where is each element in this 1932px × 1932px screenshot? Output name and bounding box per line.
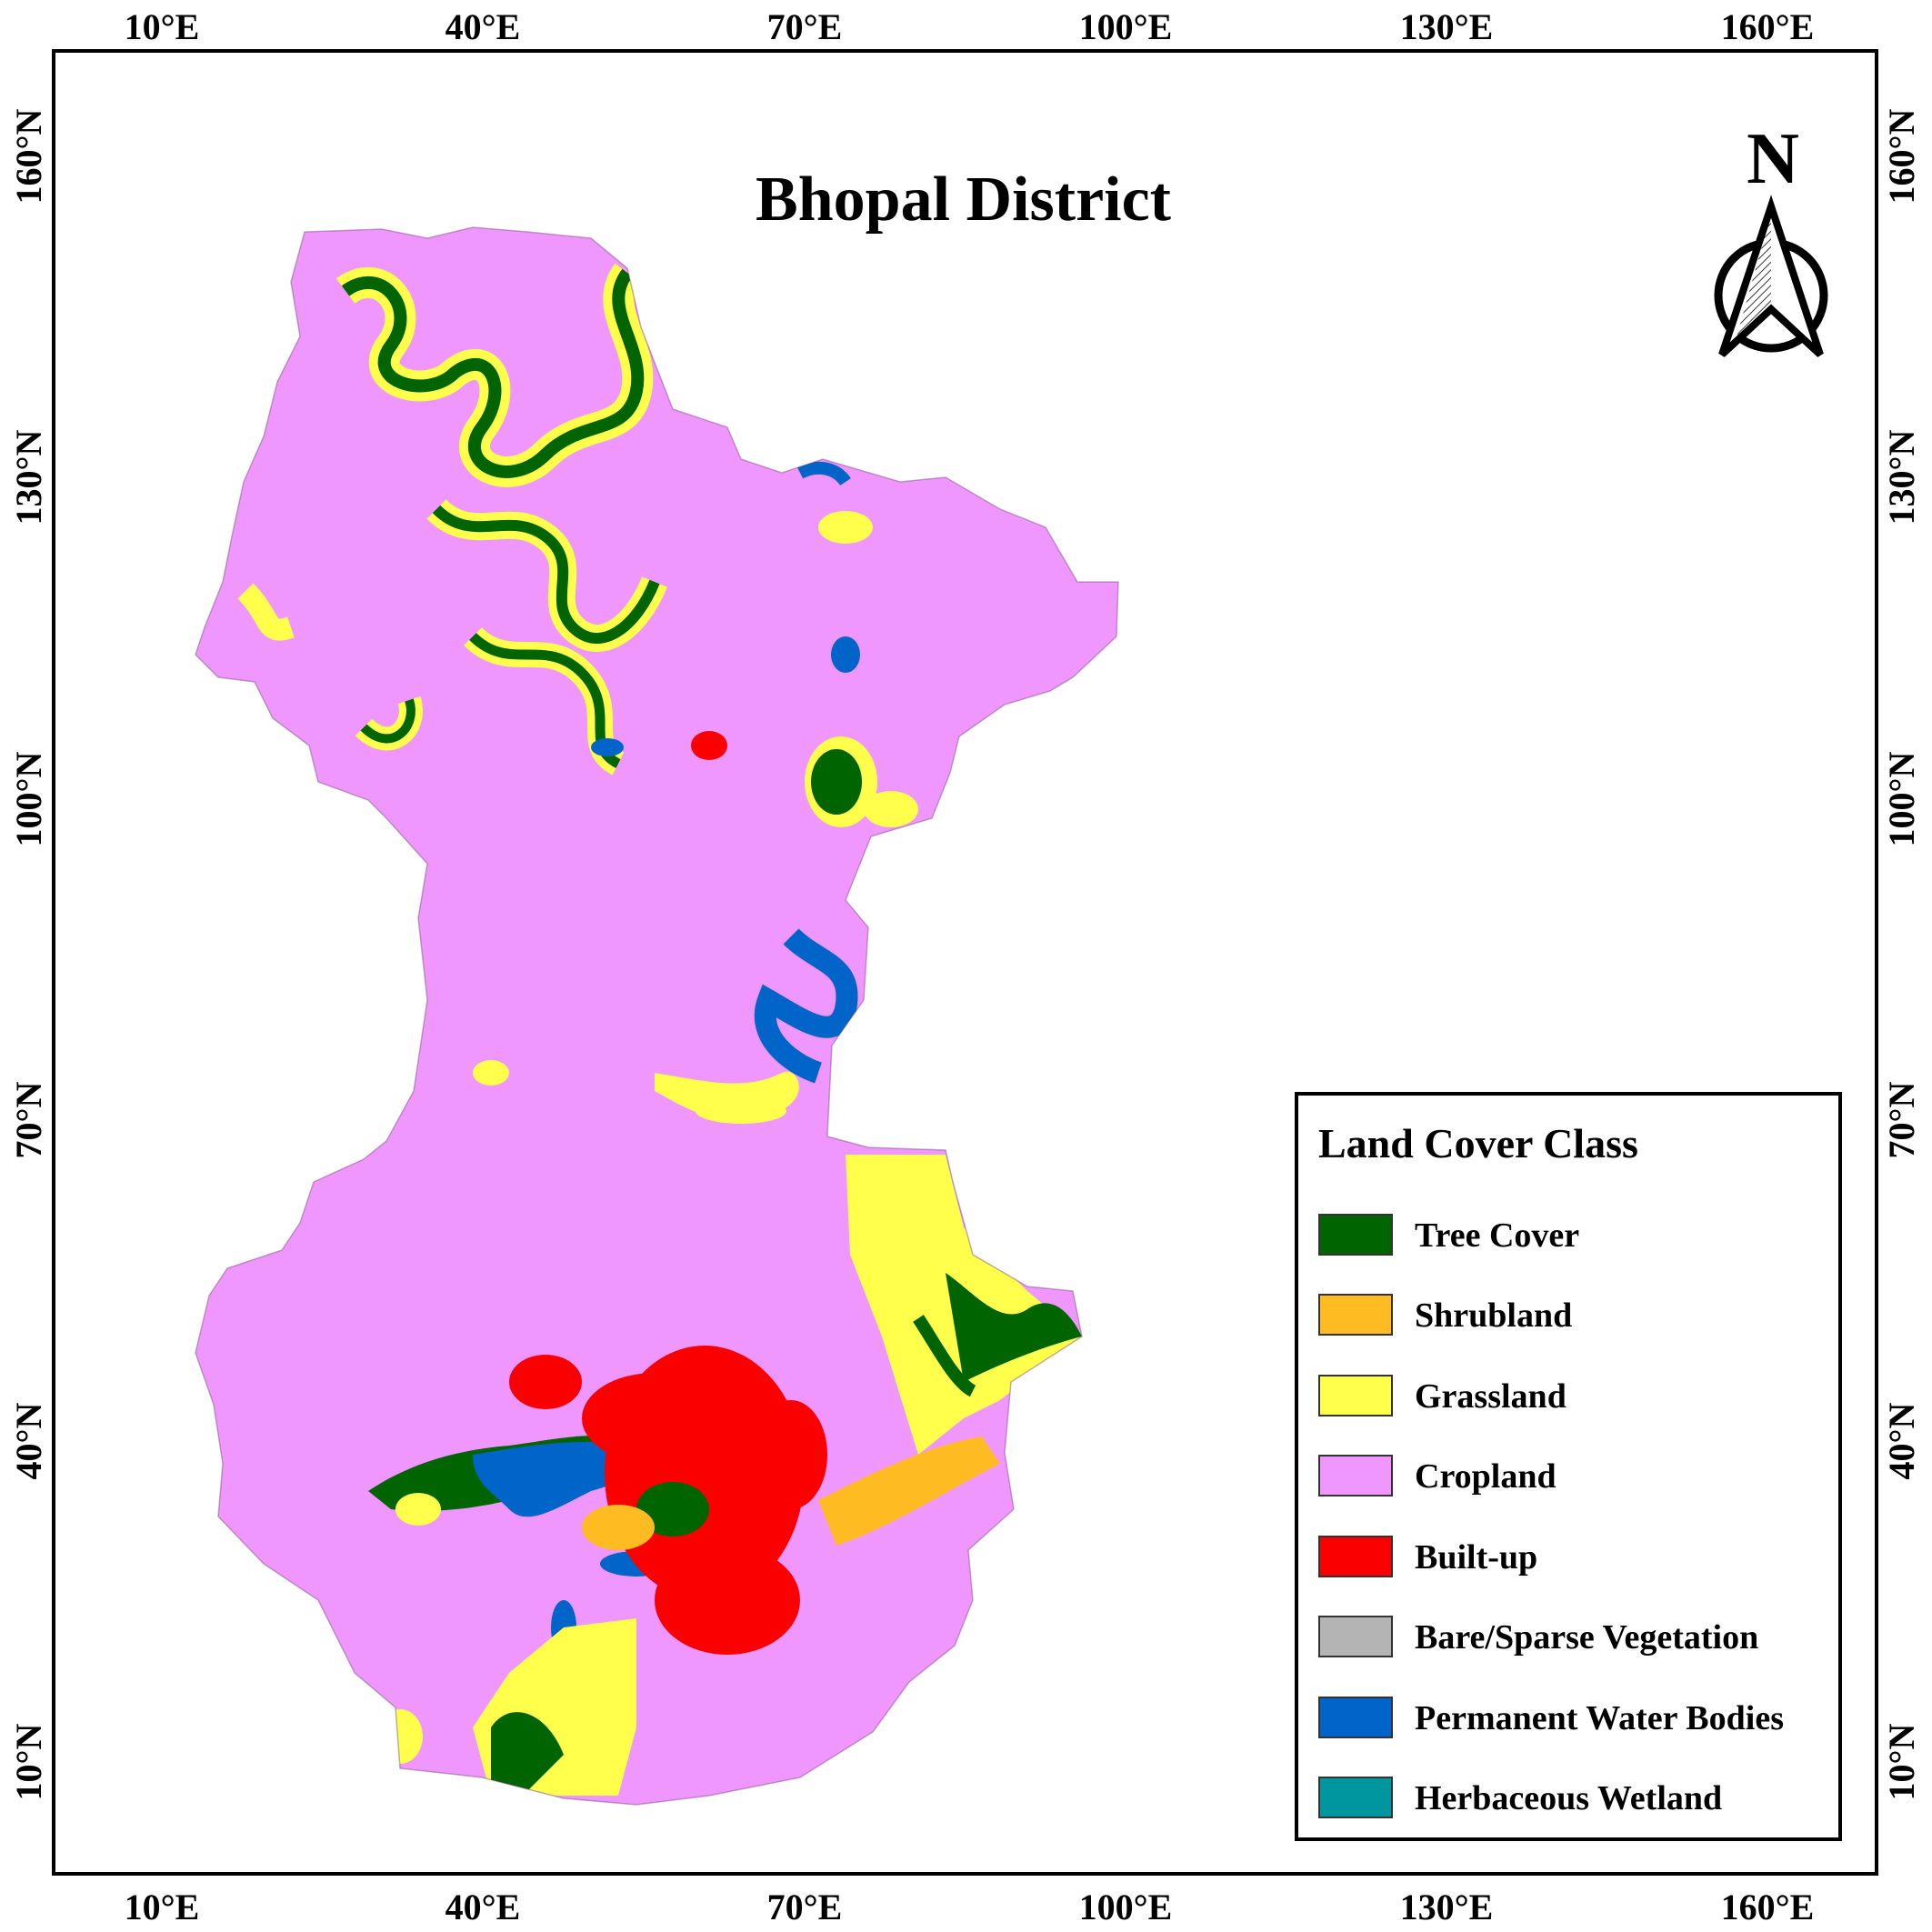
legend-swatch xyxy=(1318,1536,1393,1577)
legend-swatch xyxy=(1318,1697,1393,1738)
legend-swatch xyxy=(1318,1777,1393,1818)
legend-label: Tree Cover xyxy=(1415,1216,1580,1255)
lon-tick-top: 40°E xyxy=(445,6,521,47)
legend-label: Permanent Water Bodies xyxy=(1415,1699,1784,1737)
lon-tick-top: 130°E xyxy=(1399,6,1494,47)
north-label: N xyxy=(1747,119,1799,199)
legend: Land Cover Class Tree Cover Shrubland Gr… xyxy=(1295,1092,1842,1841)
legend-item: Permanent Water Bodies xyxy=(1318,1697,1827,1742)
map-frame xyxy=(52,49,1878,1876)
legend-swatch xyxy=(1318,1214,1393,1256)
legend-item: Built-up xyxy=(1318,1536,1827,1581)
legend-label: Bare/Sparse Vegetation xyxy=(1415,1618,1759,1657)
legend-swatch xyxy=(1318,1616,1393,1657)
lon-tick-top: 70°E xyxy=(766,6,843,47)
legend-swatch xyxy=(1318,1294,1393,1336)
legend-title: Land Cover Class xyxy=(1318,1120,1638,1166)
lon-tick-bottom: 70°E xyxy=(766,1887,843,1927)
lon-tick-bottom: 10°E xyxy=(124,1887,200,1927)
legend-label: Shrubland xyxy=(1415,1296,1573,1335)
legend-item: Cropland xyxy=(1318,1455,1827,1500)
legend-item: Bare/Sparse Vegetation xyxy=(1318,1616,1827,1661)
lon-tick-bottom: 130°E xyxy=(1399,1887,1494,1927)
lon-tick-top: 10°E xyxy=(124,6,200,47)
lon-tick-bottom: 160°E xyxy=(1720,1887,1815,1927)
north-arrow: N xyxy=(1709,123,1837,368)
lon-tick-bottom: 100°E xyxy=(1078,1887,1173,1927)
legend-label: Grassland xyxy=(1415,1377,1567,1416)
legend-item: Grassland xyxy=(1318,1375,1827,1420)
lon-tick-top: 160°E xyxy=(1720,6,1815,47)
lon-tick-bottom: 40°E xyxy=(445,1887,521,1927)
north-arrow-icon xyxy=(1714,195,1828,357)
map-title: Bhopal District xyxy=(756,165,1171,235)
legend-item: Shrubland xyxy=(1318,1294,1827,1339)
legend-label: Herbaceous Wetland xyxy=(1415,1779,1723,1817)
legend-swatch xyxy=(1318,1375,1393,1416)
legend-label: Built-up xyxy=(1415,1538,1538,1577)
legend-item: Herbaceous Wetland xyxy=(1318,1777,1827,1822)
lon-tick-top: 100°E xyxy=(1078,6,1173,47)
legend-swatch xyxy=(1318,1455,1393,1497)
legend-item: Tree Cover xyxy=(1318,1214,1827,1259)
legend-label: Cropland xyxy=(1415,1457,1557,1496)
